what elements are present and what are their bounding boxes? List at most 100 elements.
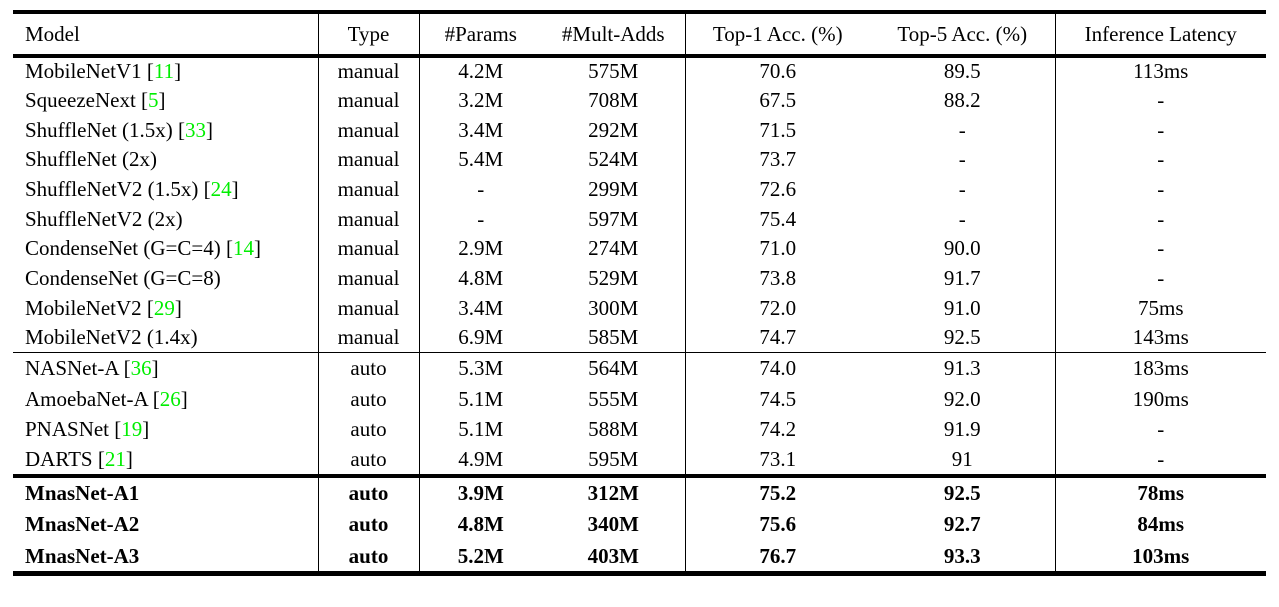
cell-model: MobileNetV2 (1.4x) <box>13 323 319 353</box>
citation-number[interactable]: 11 <box>153 59 175 84</box>
citation-link[interactable]: [26] <box>147 386 188 411</box>
cell-top5-acc: - <box>870 115 1056 146</box>
citation-number[interactable]: 26 <box>159 386 181 411</box>
cell-inference-latency: - <box>1157 236 1165 261</box>
model-name: MnasNet-A3 <box>25 543 140 568</box>
cell-top5-acc: 92.5 <box>870 323 1056 353</box>
citation-link[interactable]: [11] <box>141 59 182 84</box>
cell-top1-acc: 74.2 <box>759 417 797 442</box>
row-group-auto: NASNet-A [36] auto 5.3M 564M 74.0 91.3 183ms Am… <box>13 352 1266 477</box>
cell-params: 4.8M <box>457 512 504 537</box>
citation-number[interactable]: 36 <box>130 356 152 381</box>
cell-top1-acc: 74.7 <box>759 325 797 350</box>
header-row: Model Type #Params #Mult-Adds Top-1 Acc.… <box>13 12 1266 56</box>
cell-model: ShuffleNetV2 (1.5x) [24] <box>13 174 319 205</box>
citation-link[interactable]: [29] <box>141 295 182 320</box>
model-name: ShuffleNetV2 (2x) <box>25 206 183 231</box>
cell-top5-acc: 91 <box>870 445 1056 477</box>
cell-mult-adds: 340M <box>542 508 686 542</box>
column-header-mult-adds: #Mult-Adds <box>542 12 686 56</box>
table-row: MnasNet-A1 auto 3.9M 312M 75.2 92.5 78ms <box>13 476 1266 509</box>
citation-number[interactable]: 5 <box>148 88 159 113</box>
cell-inference-latency: 183ms <box>1132 356 1189 381</box>
model-name: ShuffleNetV2 (1.5x) <box>25 177 199 202</box>
column-header-params: #Params <box>444 21 517 46</box>
cell-type: auto <box>318 476 420 509</box>
cell-model: MnasNet-A2 <box>13 508 319 542</box>
cell-top1-acc: 67.5 <box>759 88 797 113</box>
cell-inference-latency: - <box>1157 447 1165 472</box>
cell-mult-adds: 597M <box>542 204 686 235</box>
cell-params: 3.4M <box>458 117 504 142</box>
citation-link[interactable]: [36] <box>118 356 159 381</box>
cell-top1-acc: 74.5 <box>759 386 797 411</box>
table-row: MobileNetV1 [11] manual 4.2M 575M 70.6 89.5 11… <box>13 56 1266 86</box>
citation-number[interactable]: 14 <box>233 236 254 261</box>
cell-mult-adds: 529M <box>542 263 686 294</box>
cell-top5-acc: 90.0 <box>870 234 1056 264</box>
table-row: SqueezeNext [5] manual 3.2M 708M 67.5 88.2- <box>13 85 1266 116</box>
cell-type: manual <box>318 263 420 294</box>
table-row: MobileNetV2 (1.4x) manual 6.9M 585M 74.7 92.5… <box>13 323 1266 353</box>
cell-top5-acc: 89.5 <box>870 56 1056 86</box>
cell-inference-latency: 113ms <box>1133 59 1189 84</box>
table-row: ShuffleNetV2 (2x) manual - 597M 75.4 - - <box>13 204 1266 235</box>
cell-model: CondenseNet (G=C=4) [14] <box>13 234 319 264</box>
table-row: ShuffleNetV2 (1.5x) [24] manual -299M 72.6-… <box>13 174 1266 205</box>
cell-inference-latency: 103ms <box>1132 543 1190 568</box>
citation-number[interactable]: 29 <box>153 295 175 320</box>
cell-type: auto <box>318 445 420 477</box>
citation-link[interactable]: [24] <box>198 177 239 202</box>
cell-model: DARTS [21] <box>13 445 319 477</box>
cell-top1-acc: 73.1 <box>759 447 797 472</box>
cell-params: 4.2M <box>458 59 504 84</box>
cell-top5-acc: 93.3 <box>870 541 1056 574</box>
cell-mult-adds: 274M <box>542 234 686 264</box>
citation-link[interactable]: [5] <box>135 88 166 113</box>
cell-mult-adds: 588M <box>542 414 686 446</box>
cell-top1-acc: 76.7 <box>759 543 797 568</box>
cell-inference-latency: - <box>1157 177 1165 202</box>
model-name: ShuffleNet (1.5x) <box>25 117 173 142</box>
cell-type: auto <box>318 508 420 542</box>
model-name: CondenseNet (G=C=4) <box>25 236 221 261</box>
cell-mult-adds: 292M <box>542 115 686 146</box>
model-name: NASNet-A <box>25 356 119 381</box>
cell-mult-adds: 403M <box>542 541 686 574</box>
model-name: CondenseNet (G=C=8) <box>25 266 221 291</box>
citation-link[interactable]: [14] <box>220 236 261 261</box>
cell-inference-latency: 78ms <box>1137 480 1185 505</box>
cell-top5-acc: 88.2 <box>870 85 1056 116</box>
cell-type: manual <box>318 323 420 353</box>
row-group-mnasnet: MnasNet-A1 auto 3.9M 312M 75.2 92.5 78ms MnasNe… <box>13 476 1266 574</box>
cell-mult-adds: 300M <box>542 293 686 324</box>
cell-params: 5.4M <box>458 147 504 172</box>
citation-link[interactable]: [19] <box>109 417 150 442</box>
model-name: SqueezeNext <box>25 88 136 113</box>
citation-link[interactable]: [21] <box>92 447 133 472</box>
cell-inference-latency: - <box>1157 147 1165 172</box>
citation-number[interactable]: 21 <box>104 447 126 472</box>
citation-number[interactable]: 24 <box>210 177 232 202</box>
cell-inference-latency: - <box>1157 88 1165 113</box>
model-name: AmoebaNet-A <box>25 386 148 411</box>
citation-link[interactable]: [33] <box>172 117 213 142</box>
cell-model: MnasNet-A3 <box>13 541 319 574</box>
cell-type: auto <box>318 352 420 384</box>
citation-number[interactable]: 19 <box>121 417 143 442</box>
citation-number[interactable]: 33 <box>185 117 206 142</box>
cell-mult-adds: 524M <box>542 145 686 175</box>
column-header-top5-acc: Top-5 Acc. (%) <box>870 12 1056 56</box>
cell-type: manual <box>318 56 420 86</box>
row-group-manual: MobileNetV1 [11] manual 4.2M 575M 70.6 89.5 11… <box>13 56 1266 353</box>
cell-top1-acc: 71.5 <box>759 117 797 142</box>
results-table: Model Type #Params #Mult-Adds Top-1 Acc.… <box>13 10 1266 577</box>
cell-top5-acc: 91.9 <box>870 414 1056 446</box>
cell-mult-adds: 555M <box>542 383 686 415</box>
table-row: PNASNet [19] auto 5.1M 588M 74.2 91.9- <box>13 414 1266 446</box>
cell-top1-acc: 75.4 <box>759 206 797 231</box>
table-row: DARTS [21] auto 4.9M 595M 73.1 91- <box>13 445 1266 477</box>
cell-top1-acc: 75.2 <box>759 480 797 505</box>
cell-params: 3.4M <box>458 295 504 320</box>
cell-type: manual <box>318 174 420 205</box>
